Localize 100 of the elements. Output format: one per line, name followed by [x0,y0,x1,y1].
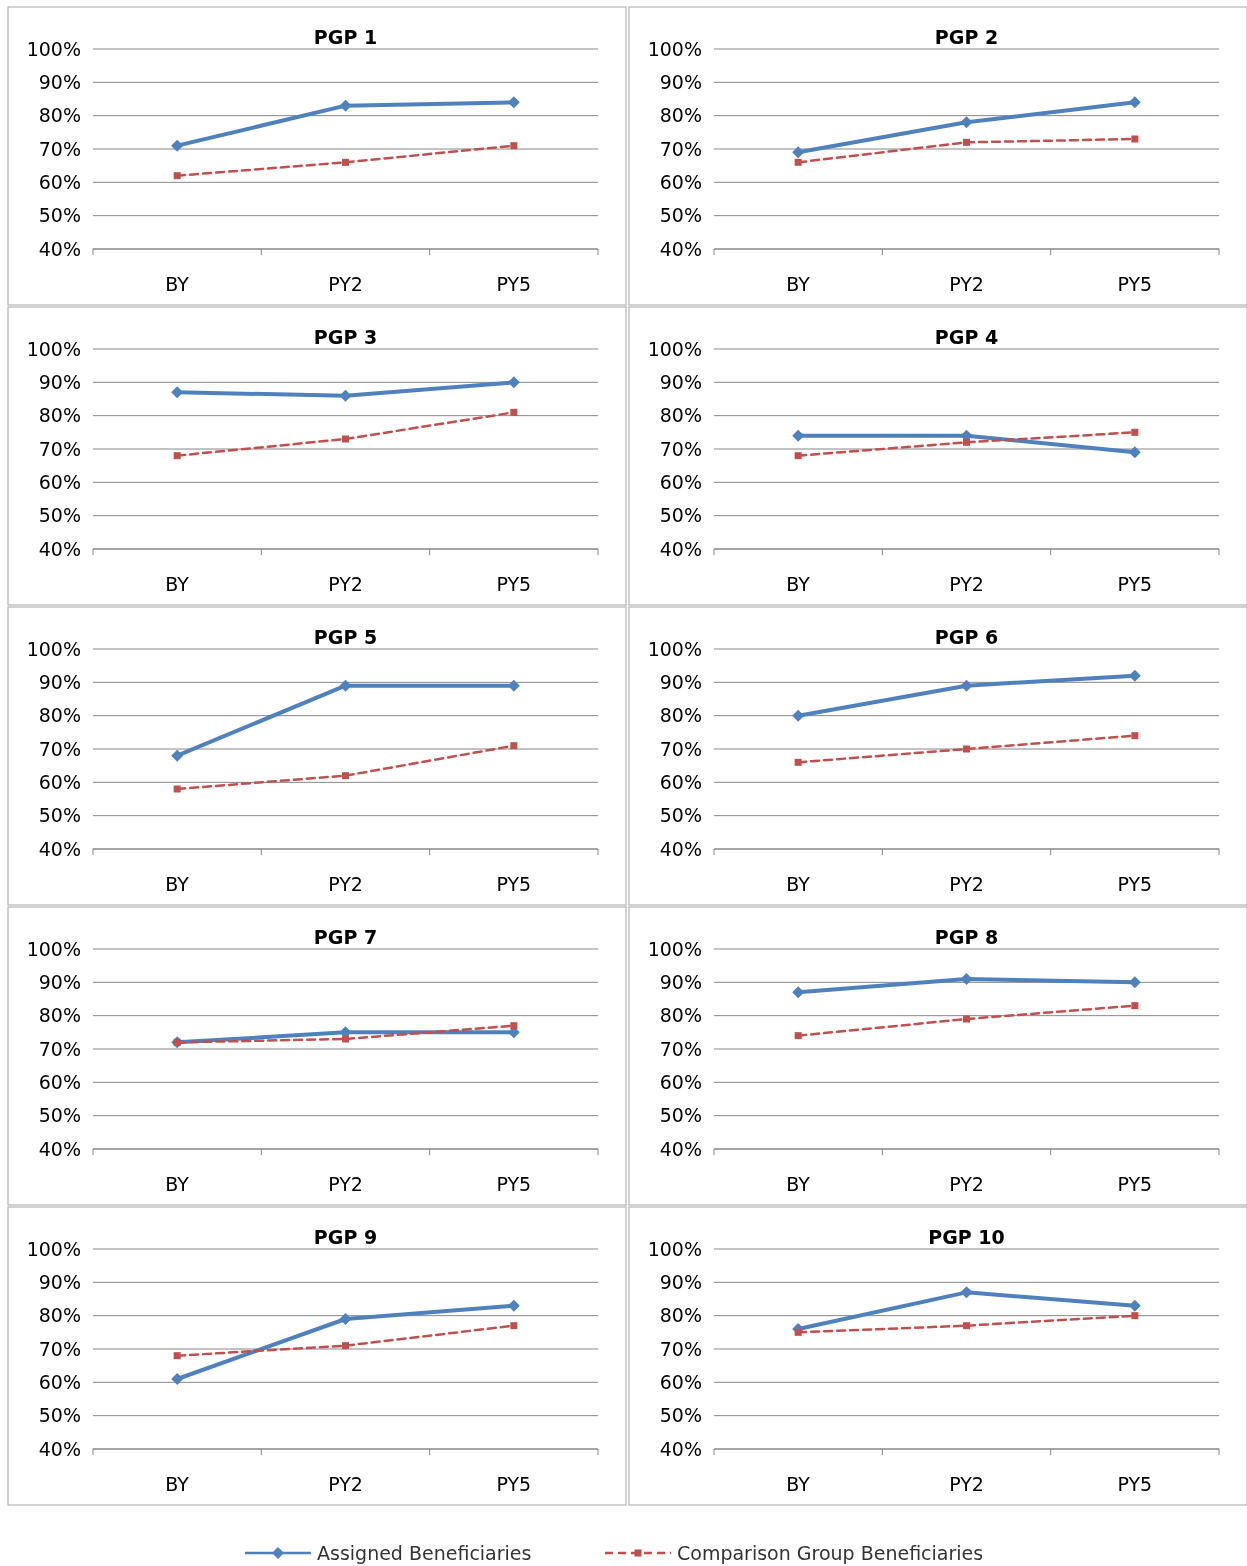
point [342,1035,349,1043]
y-tick-label: 80% [38,1304,81,1327]
x-tick-label: PY2 [949,573,984,595]
y-tick-label: 90% [659,70,702,93]
y-tick-label: 50% [38,804,81,827]
y-tick-label: 70% [659,737,702,760]
chart-title: PGP 4 [934,326,999,348]
x-tick-label: PY5 [496,1473,532,1495]
point [1131,1002,1139,1010]
y-tick-label: 90% [38,370,81,393]
x-tick-label: BY [165,873,190,895]
point [171,749,184,762]
chart-title: PGP 3 [313,326,378,348]
x-tick-label: BY [786,1173,811,1195]
x-tick-label: PY2 [949,873,984,895]
chart-title: PGP 10 [928,1226,1005,1248]
point [339,1313,352,1325]
point [963,745,970,753]
y-tick-label: 100% [647,337,702,360]
y-tick-label: 50% [659,804,702,827]
y-tick-label: 90% [38,970,81,993]
y-tick-label: 100% [26,1237,81,1260]
chart-title: PGP 5 [313,626,378,648]
point [1131,135,1139,143]
x-tick-label: PY5 [1117,873,1153,895]
y-tick-label: 80% [659,1004,702,1027]
y-tick-label: 80% [659,404,702,427]
y-tick-label: 40% [659,1437,702,1460]
y-tick-label: 80% [38,1004,81,1027]
point [792,146,805,159]
x-tick-label: PY5 [496,573,532,595]
x-tick-label: PY2 [328,573,363,595]
point [960,116,973,129]
y-tick-label: 40% [659,837,702,860]
point [794,1032,802,1040]
x-tick-label: BY [786,573,811,595]
point [173,1352,181,1360]
y-tick-label: 100% [26,637,81,660]
point [1131,1312,1139,1320]
y-tick-label: 40% [38,1437,81,1460]
y-tick-label: 70% [38,1337,81,1360]
x-tick-label: PY2 [328,873,363,895]
x-tick-label: BY [786,873,811,895]
y-tick-label: 90% [38,70,81,93]
point [794,1328,802,1336]
point [792,709,805,722]
point [173,172,181,180]
y-tick-label: 60% [38,1070,81,1093]
x-tick-label: PY2 [949,1473,984,1495]
y-tick-label: 60% [38,470,81,493]
y-tick-label: 70% [659,1037,702,1060]
point [342,772,349,780]
x-tick-label: BY [165,273,190,295]
point [510,408,518,416]
x-tick-label: PY5 [1117,273,1153,295]
y-tick-label: 90% [659,370,702,393]
y-tick-label: 80% [38,704,81,727]
x-tick-label: PY2 [328,273,363,295]
chart-title: PGP 6 [934,626,999,648]
y-tick-label: 50% [659,1104,702,1127]
y-tick-label: 80% [659,104,702,127]
x-tick-label: PY2 [328,1473,363,1495]
point [963,1015,970,1023]
y-tick-label: 60% [659,770,702,793]
y-tick-label: 90% [38,1270,81,1293]
point [342,435,349,443]
y-tick-label: 80% [659,1304,702,1327]
y-tick-label: 100% [647,637,702,660]
x-tick-label: BY [165,1173,190,1195]
chart-title: PGP 1 [313,26,378,48]
x-tick-label: PY5 [1117,573,1153,595]
y-tick-label: 70% [38,1037,81,1060]
chart-title: PGP 2 [934,26,999,48]
legend-label: Assigned Beneficiaries [317,1541,532,1564]
y-tick-label: 40% [38,537,81,560]
y-tick-label: 70% [38,437,81,460]
y-tick-label: 50% [38,504,81,527]
y-tick-label: 80% [38,104,81,127]
x-tick-label: PY5 [1117,1473,1153,1495]
y-tick-label: 80% [659,704,702,727]
y-tick-label: 60% [659,170,702,193]
point [510,1322,518,1330]
chart-title: PGP 8 [934,926,999,948]
point [171,1373,184,1385]
y-tick-label: 40% [38,237,81,260]
point [342,1342,349,1350]
x-tick-label: PY5 [496,273,532,295]
x-tick-label: BY [786,1473,811,1495]
point [794,452,802,460]
y-tick-label: 50% [38,1404,81,1427]
y-tick-label: 70% [659,137,702,160]
point [1131,428,1139,436]
y-tick-label: 60% [38,170,81,193]
y-tick-label: 40% [38,1137,81,1160]
y-tick-label: 80% [38,404,81,427]
y-tick-label: 90% [659,1270,702,1293]
point [794,158,802,166]
x-tick-label: PY5 [496,1173,532,1195]
point [510,1022,518,1030]
chart-title: PGP 9 [313,1226,378,1248]
